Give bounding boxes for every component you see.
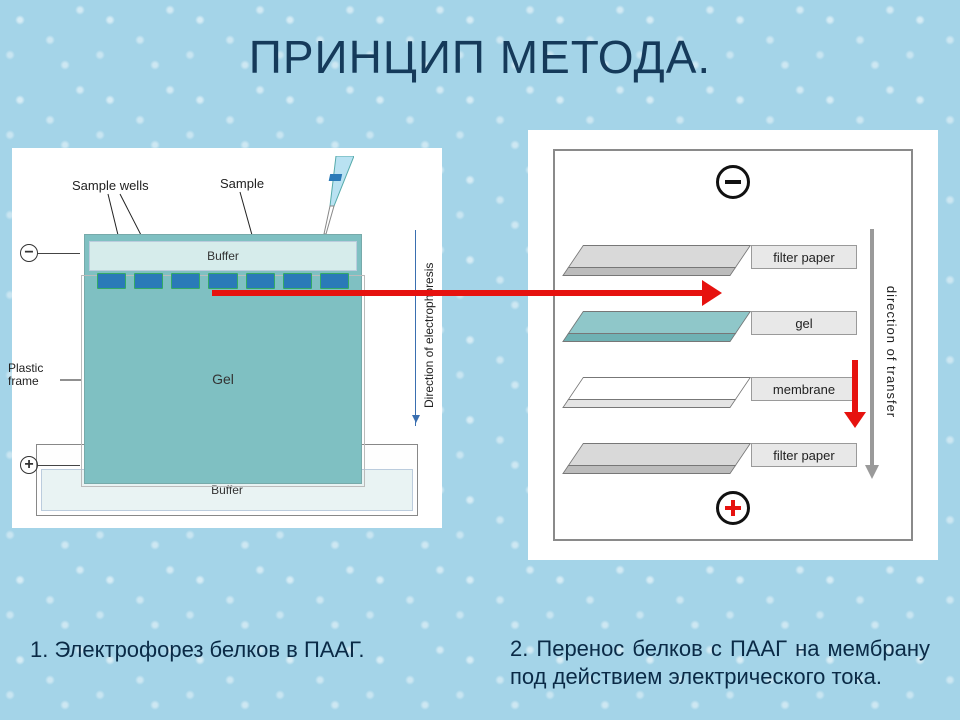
right-panel: filter paper gel membrane filter paper <box>480 130 940 720</box>
slab-membrane <box>567 377 751 401</box>
left-panel: Sample wells Sample Plastic frame Buffer <box>20 130 480 720</box>
electrophoresis-direction-label: Direction of electrophoresis <box>422 230 436 440</box>
slab-label: membrane <box>751 377 857 401</box>
buffer-top-label: Buffer <box>89 241 357 271</box>
slab-label: filter paper <box>751 443 857 467</box>
content-row: Sample wells Sample Plastic frame Buffer <box>0 130 960 720</box>
transfer-direction-label: direction of transfer <box>884 286 899 418</box>
gel-to-membrane-arrow-icon <box>844 360 866 428</box>
layer-stack: filter paper gel membrane filter paper <box>575 227 857 463</box>
right-caption: 2. Перенос белков с ПААГ на мембрану под… <box>510 635 930 692</box>
left-caption: 1. Электрофорез белков в ПААГ. <box>30 636 450 665</box>
layer-filter-top: filter paper <box>575 235 857 285</box>
layer-gel: gel <box>575 301 857 351</box>
slab-label: gel <box>751 311 857 335</box>
label-sample-wells: Sample wells <box>72 178 149 193</box>
negative-pole-icon <box>716 165 750 199</box>
page-title: ПРИНЦИП МЕТОДА. <box>0 0 960 84</box>
well <box>171 273 200 289</box>
electrode-lead <box>38 465 80 466</box>
electrode-lead <box>38 253 80 254</box>
gel-label: Gel <box>212 371 234 387</box>
slab-gel <box>567 311 751 335</box>
layer-membrane: membrane <box>575 367 857 417</box>
label-sample: Sample <box>220 176 264 191</box>
positive-pole-icon <box>716 491 750 525</box>
slab-filter <box>567 443 751 467</box>
process-arrow-icon <box>212 280 722 306</box>
label-plastic-frame: Plastic frame <box>8 362 66 388</box>
electrode-minus-icon: − <box>20 244 38 262</box>
well <box>134 273 163 289</box>
well <box>97 273 126 289</box>
electrophoresis-diagram: Sample wells Sample Plastic frame Buffer <box>12 148 442 528</box>
electrode-plus-icon: + <box>20 456 38 474</box>
gel-tank: Buffer Gel <box>84 234 362 484</box>
transfer-diagram: filter paper gel membrane filter paper <box>528 130 938 560</box>
slab-filter <box>567 245 751 269</box>
electrophoresis-direction-arrow <box>415 230 416 426</box>
pipette-icon <box>294 156 354 244</box>
transfer-frame: filter paper gel membrane filter paper <box>553 149 913 541</box>
layer-filter-bottom: filter paper <box>575 433 857 483</box>
slab-label: filter paper <box>751 245 857 269</box>
transfer-direction-arrow-icon <box>865 229 879 479</box>
